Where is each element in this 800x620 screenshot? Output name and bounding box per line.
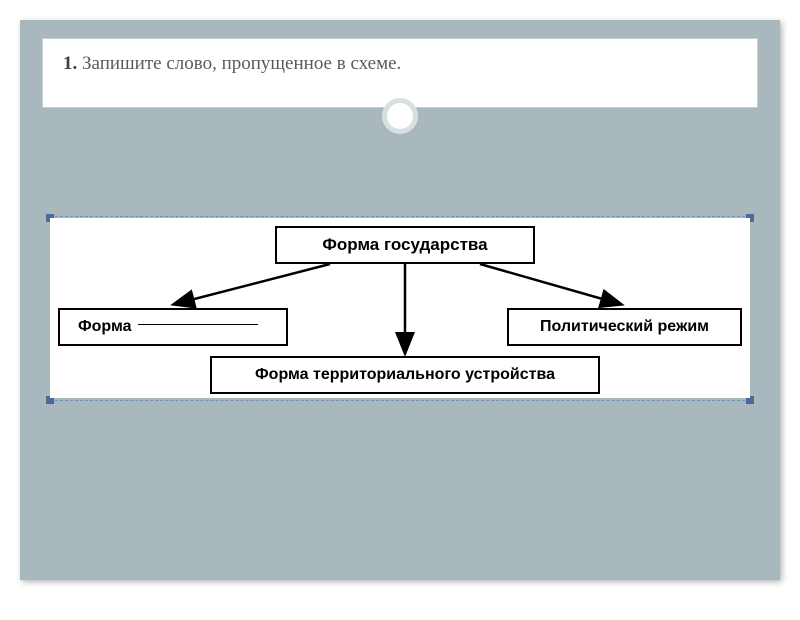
fill-in-blank[interactable] [138, 324, 258, 325]
right-label: Политический режим [540, 318, 709, 336]
decorative-circle [382, 98, 418, 134]
selection-dash-bottom [50, 400, 750, 401]
diagram-container: Форма государства Форма Политический реж… [50, 218, 750, 398]
diagram-bottom-node: Форма территориального устройства [210, 356, 600, 394]
root-label: Форма государства [322, 235, 487, 255]
slide-container: 1. Запишите слово, пропущенное в схеме. … [20, 20, 780, 580]
question-prompt: Запишите слово, пропущенное в схеме. [82, 53, 401, 74]
diagram-right-node: Политический режим [507, 308, 742, 346]
diagram-left-node: Форма [58, 308, 288, 346]
question-text-wrapper: 1. Запишите слово, пропущенное в схеме. [63, 53, 737, 75]
selection-dash-top [50, 216, 750, 217]
left-label-prefix: Форма [78, 318, 132, 336]
question-number: 1. [63, 53, 77, 74]
diagram-root-node: Форма государства [275, 226, 535, 264]
bottom-label: Форма территориального устройства [255, 366, 555, 384]
